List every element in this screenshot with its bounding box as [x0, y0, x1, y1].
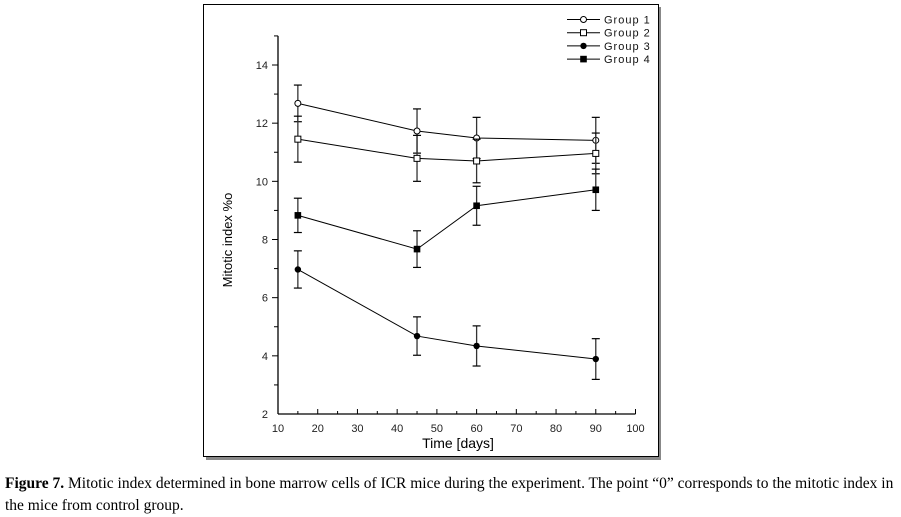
x-axis-label: Time [days]: [422, 435, 494, 451]
series-line: [297, 138, 596, 162]
x-tick-label: 80: [550, 423, 562, 435]
marker-filled-circle: [413, 332, 421, 340]
marker-open-circle: [294, 99, 302, 107]
x-tick-label: 50: [431, 423, 443, 435]
series-line: [297, 269, 596, 360]
legend-item: Group 4: [567, 54, 651, 66]
marker-open-square: [592, 149, 600, 157]
marker-filled-circle: [473, 342, 480, 350]
series-group-2: [293, 115, 600, 184]
marker-open-square: [413, 154, 421, 162]
legend-item: Group 2: [567, 28, 651, 40]
legend-label: Group 1: [604, 15, 651, 27]
marker-open-square: [473, 157, 481, 165]
marker-open-square: [294, 135, 302, 143]
marker-open-circle: [580, 16, 587, 23]
caption-label: Figure 7.: [5, 475, 65, 492]
y-tick-label: 10: [256, 176, 268, 188]
x-tick-label: 10: [272, 423, 284, 435]
marker-filled-circle: [294, 266, 302, 273]
y-tick-label: 8: [262, 235, 268, 247]
y-tick-label: 2: [262, 409, 268, 421]
series-group-4: [293, 168, 600, 269]
legend-item: Group 1: [567, 15, 651, 27]
marker-filled-circle: [580, 42, 587, 50]
legend-item: Group 3: [567, 41, 651, 53]
x-tick-label: 70: [510, 423, 522, 435]
y-tick-label: 4: [262, 351, 268, 363]
y-tick-label: 12: [256, 118, 268, 130]
y-tick-label: 6: [262, 293, 268, 305]
x-tick-label: 40: [391, 423, 403, 435]
marker-filled-square: [294, 212, 302, 219]
legend-label: Group 3: [604, 41, 651, 53]
series-line: [297, 102, 596, 141]
x-tick-label: 20: [312, 423, 324, 435]
caption-text: Mitotic index determined in bone marrow …: [5, 475, 894, 514]
x-tick-label: 30: [351, 423, 363, 435]
y-axis-label: Mitotic index %o: [220, 193, 235, 288]
figure-caption: Figure 7. Mitotic index determined in bo…: [5, 473, 900, 517]
marker-filled-square: [592, 186, 600, 194]
x-tick-label: 100: [626, 423, 644, 435]
chart-frame: [203, 4, 659, 457]
marker-filled-square: [413, 245, 421, 253]
x-tick-label: 60: [470, 423, 482, 435]
marker-filled-square: [473, 202, 480, 210]
legend-label: Group 4: [604, 54, 651, 66]
marker-filled-circle: [592, 355, 599, 363]
marker-filled-square: [580, 55, 587, 63]
legend-label: Group 2: [604, 28, 651, 40]
marker-open-circle: [413, 127, 421, 135]
marker-open-square: [580, 29, 587, 37]
x-tick-label: 90: [590, 423, 602, 435]
series-group-3: [293, 250, 600, 380]
series-line: [297, 189, 596, 250]
y-tick-label: 14: [256, 60, 268, 72]
